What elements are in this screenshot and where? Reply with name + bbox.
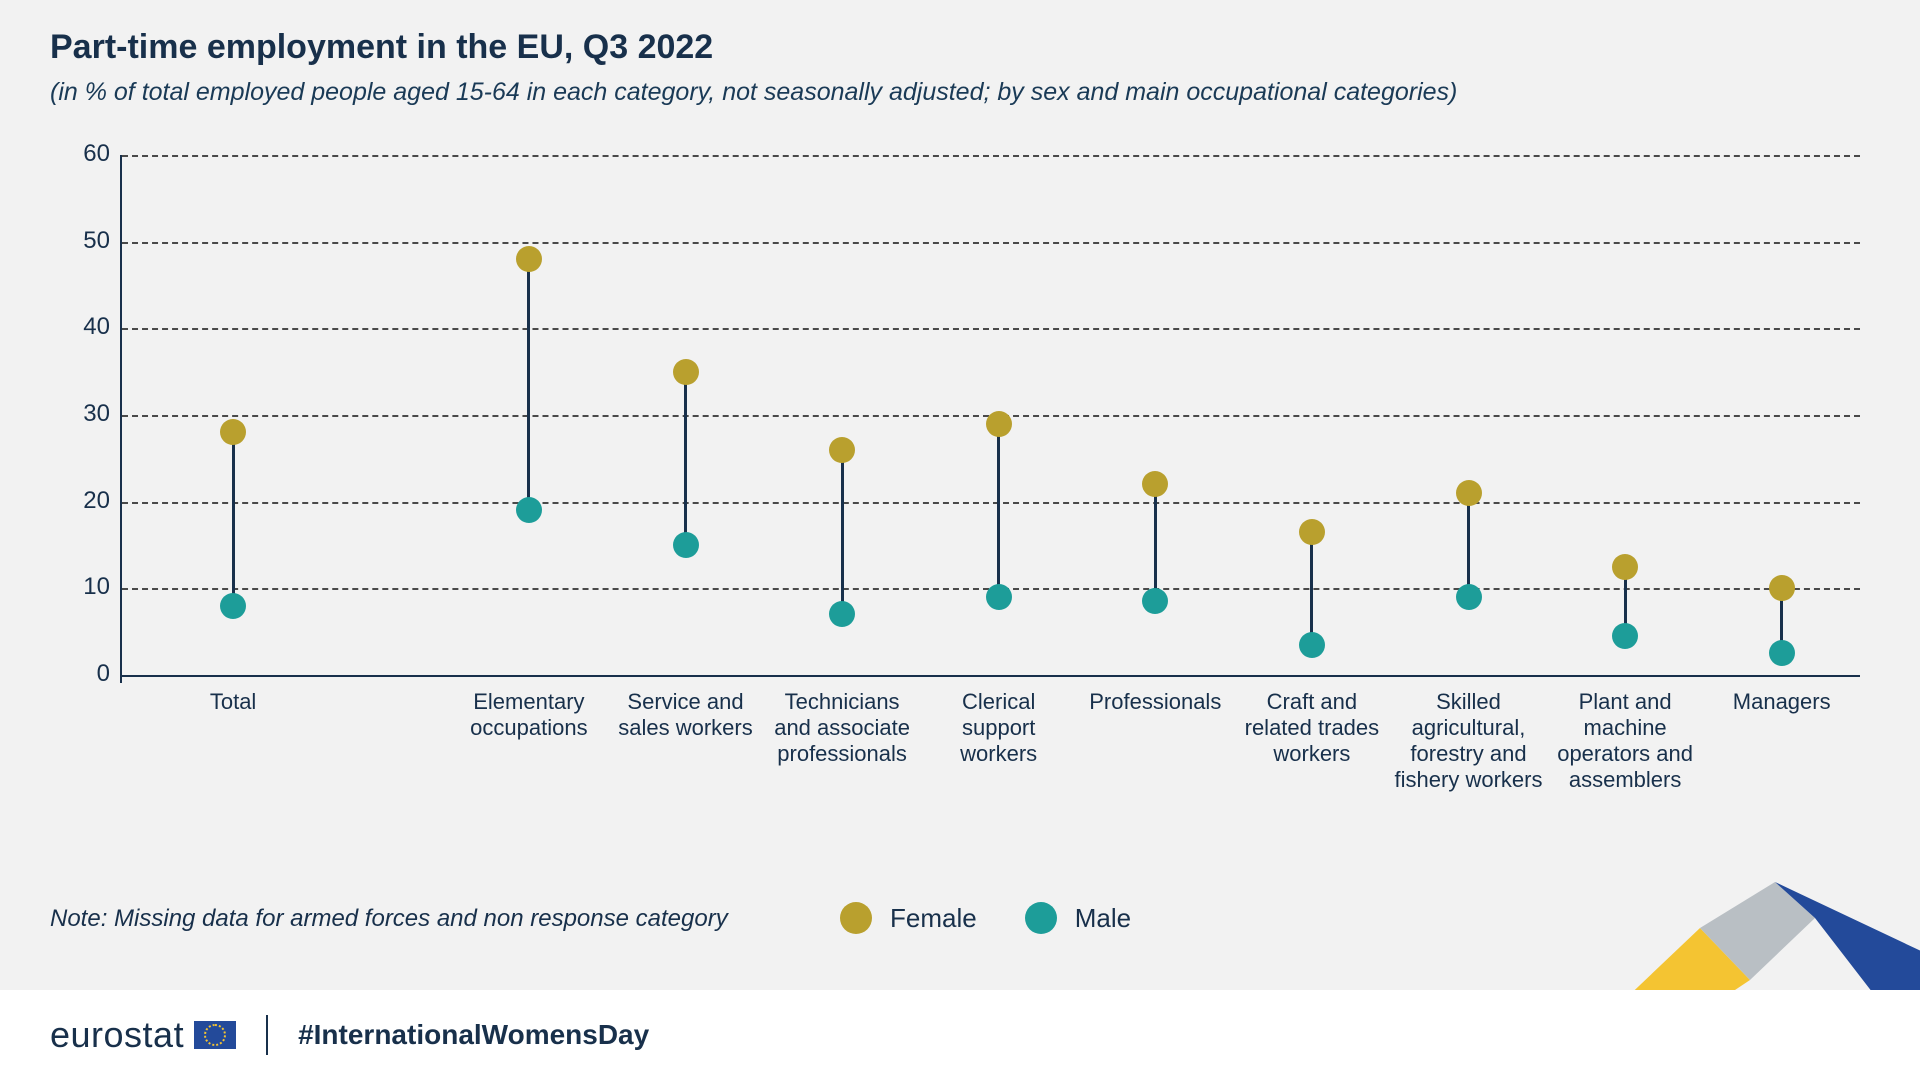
dumbbell-line <box>684 372 687 545</box>
male-dot <box>986 584 1012 610</box>
x-tick-label: Professionals <box>1070 689 1240 715</box>
female-legend-label: Female <box>890 903 977 934</box>
y-tick-label: 60 <box>70 140 110 168</box>
hashtag: #InternationalWomensDay <box>298 1019 649 1051</box>
gridline <box>122 242 1860 244</box>
male-dot <box>1456 584 1482 610</box>
x-tick-label: Total <box>148 689 318 715</box>
female-dot <box>1769 575 1795 601</box>
female-dot <box>829 437 855 463</box>
chart-subtitle: (in % of total employed people aged 15-6… <box>50 78 1457 107</box>
x-tick-label: Clericalsupportworkers <box>914 689 1084 767</box>
dumbbell-line <box>997 424 1000 597</box>
male-dot <box>673 532 699 558</box>
male-dot <box>220 593 246 619</box>
female-dot <box>516 246 542 272</box>
female-dot <box>986 411 1012 437</box>
y-tick-label: 0 <box>70 660 110 688</box>
dumbbell-line <box>1310 532 1313 645</box>
x-axis <box>120 675 1860 677</box>
male-legend-label: Male <box>1075 903 1131 934</box>
y-tick-label: 50 <box>70 227 110 255</box>
y-tick-label: 40 <box>70 313 110 341</box>
x-tick-label: Craft andrelated tradesworkers <box>1227 689 1397 767</box>
dumbbell-line <box>1154 484 1157 601</box>
female-dot <box>1456 480 1482 506</box>
gridline <box>122 155 1860 157</box>
dumbbell-chart: 0 10 20 30 40 50 60 Total ElementaryoccupationsS… <box>50 135 1870 785</box>
gridline <box>122 502 1860 504</box>
footnote: Note: Missing data for armed forces and … <box>50 905 728 933</box>
chart-title: Part-time employment in the EU, Q3 2022 <box>50 28 713 67</box>
y-tick-label: 30 <box>70 400 110 428</box>
gridline <box>122 328 1860 330</box>
brand-text: eurostat <box>50 1014 184 1056</box>
x-tick-label: Elementaryoccupations <box>444 689 614 741</box>
male-dot <box>829 601 855 627</box>
x-tick-label: Service andsales workers <box>601 689 771 741</box>
female-dot <box>1299 519 1325 545</box>
male-dot <box>1142 588 1168 614</box>
x-tick-label: Skilledagricultural,forestry andfishery … <box>1384 689 1554 793</box>
male-dot <box>1299 632 1325 658</box>
footer-bar: eurostat #InternationalWomensDay <box>0 990 1920 1080</box>
legend: Female Male <box>840 902 1161 934</box>
female-dot <box>1142 471 1168 497</box>
female-dot <box>220 419 246 445</box>
female-dot <box>673 359 699 385</box>
female-legend-dot <box>840 902 872 934</box>
eu-flag-icon <box>194 1021 236 1049</box>
female-dot <box>1612 554 1638 580</box>
y-tick-label: 10 <box>70 573 110 601</box>
x-tick-label: Techniciansand associateprofessionals <box>757 689 927 767</box>
y-tick-label: 20 <box>70 487 110 515</box>
dumbbell-line <box>841 450 844 615</box>
dumbbell-line <box>232 432 235 605</box>
x-tick-label: Plant andmachineoperators andassemblers <box>1540 689 1710 793</box>
footer-divider <box>266 1015 268 1055</box>
x-tick-label: Managers <box>1697 689 1867 715</box>
male-legend-dot <box>1025 902 1057 934</box>
male-dot <box>516 497 542 523</box>
y-axis <box>120 155 122 683</box>
eurostat-brand: eurostat <box>50 1014 236 1056</box>
dumbbell-line <box>527 259 530 510</box>
dumbbell-line <box>1467 493 1470 597</box>
male-dot <box>1769 640 1795 666</box>
male-dot <box>1612 623 1638 649</box>
